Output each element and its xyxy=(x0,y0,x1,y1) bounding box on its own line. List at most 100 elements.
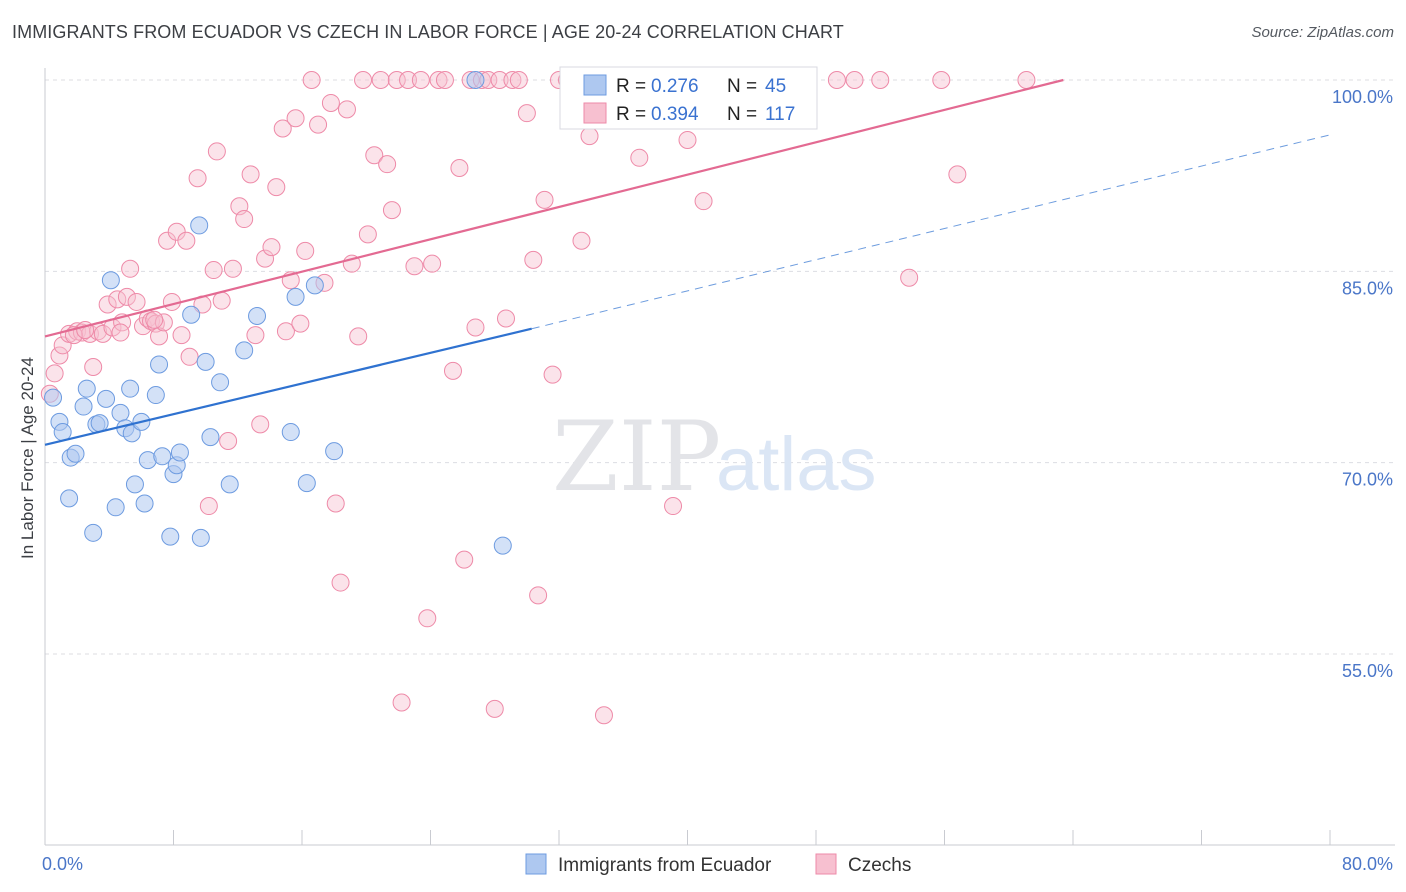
ecuador-point xyxy=(191,528,210,547)
ecuador-point xyxy=(60,489,79,508)
czech-point xyxy=(150,327,169,346)
ecuador-trend-extension xyxy=(531,134,1331,330)
czech-point xyxy=(321,93,340,112)
czech-point xyxy=(172,326,191,345)
ecuador-point xyxy=(150,355,169,374)
ecuador-trend-line xyxy=(44,327,532,446)
legend-ecuador-swatch xyxy=(525,853,547,875)
czech-point xyxy=(466,318,485,337)
czech-point xyxy=(98,295,117,314)
czech-point xyxy=(127,292,146,311)
czech-point xyxy=(337,100,356,119)
czech-point xyxy=(241,165,260,184)
czech-point xyxy=(309,115,328,134)
czech-point xyxy=(392,693,411,712)
axes: 55.0% 70.0% 85.0% 100.0% 0.0% 80.0% xyxy=(42,68,1395,874)
czech-point xyxy=(331,573,350,592)
ecuador-point xyxy=(106,498,125,517)
czech-point xyxy=(180,347,199,366)
stats-legend: R = 0.276 N = 45 R = 0.394 N = 117 xyxy=(559,66,818,130)
czech-point xyxy=(251,415,270,434)
czech-point xyxy=(594,706,613,725)
watermark-zip: ZIP xyxy=(552,401,721,513)
czech-point xyxy=(50,346,69,365)
czech-point xyxy=(900,268,919,287)
czech-point xyxy=(871,71,890,89)
czech-point xyxy=(219,431,238,450)
czech-point xyxy=(354,71,373,89)
czech-point xyxy=(246,326,265,345)
czech-point xyxy=(450,159,469,178)
watermark: ZIP atlas xyxy=(552,401,877,513)
czech-point xyxy=(199,497,218,516)
ecuador-point xyxy=(146,386,165,405)
czech-point xyxy=(405,257,424,276)
czech-point xyxy=(223,259,242,278)
ecuador-point xyxy=(44,388,63,407)
czech-point xyxy=(349,327,368,346)
ecuador-point xyxy=(466,71,485,89)
czech-r-value: 0.394 xyxy=(651,104,699,125)
czech-point xyxy=(694,192,713,211)
chart-title: IMMIGRANTS FROM ECUADOR VS CZECH IN LABO… xyxy=(12,22,844,42)
y-tick-label: 100.0% xyxy=(1332,87,1393,107)
ecuador-point xyxy=(84,523,103,542)
czech-point xyxy=(543,365,562,384)
czech-trend-line xyxy=(44,78,1064,338)
czech-point xyxy=(827,71,846,89)
czech-point xyxy=(291,314,310,333)
czech-point xyxy=(117,287,136,306)
czech-point xyxy=(1017,71,1036,89)
czech-point xyxy=(84,358,103,376)
czech-point xyxy=(378,155,397,174)
czech-r-label: R = xyxy=(616,104,646,125)
czech-point xyxy=(296,241,315,260)
czech-point xyxy=(517,104,536,123)
czech-point xyxy=(276,322,295,341)
czech-point xyxy=(443,361,462,380)
czech-point xyxy=(256,249,275,268)
y-axis-label: In Labor Force | Age 20-24 xyxy=(18,357,37,559)
czech-point xyxy=(177,231,196,250)
czech-point xyxy=(302,71,321,89)
czech-point xyxy=(630,148,649,167)
czech-point xyxy=(529,586,548,605)
czech-point xyxy=(167,222,186,241)
czech-point xyxy=(496,309,515,328)
ecuador-point xyxy=(53,423,72,442)
czech-point xyxy=(207,142,226,161)
ecuador-point xyxy=(248,306,267,325)
czech-point xyxy=(45,364,64,383)
x-tick-label: 80.0% xyxy=(1342,854,1393,874)
czech-point xyxy=(580,127,599,146)
czech-point xyxy=(235,210,254,229)
czech-point xyxy=(262,238,281,257)
czech-point xyxy=(423,254,442,273)
ecuador-point xyxy=(74,397,93,416)
czech-point xyxy=(411,71,430,89)
czech-point xyxy=(429,71,448,89)
czech-point xyxy=(535,190,554,209)
ecuador-point xyxy=(77,379,96,398)
czech-point xyxy=(845,71,864,89)
ecuador-point xyxy=(211,373,230,392)
czech-point xyxy=(93,324,112,343)
ecuador-point xyxy=(161,527,180,546)
czech-n-label: N = xyxy=(727,104,757,125)
ecuador-r-label: R = xyxy=(616,76,646,97)
trend-lines xyxy=(44,78,1331,446)
source-label: Source: ZipAtlas.com xyxy=(1251,24,1394,41)
czech-point xyxy=(267,178,286,197)
ecuador-n-label: N = xyxy=(727,76,757,97)
czech-point xyxy=(455,550,474,569)
ecuador-point xyxy=(101,271,120,290)
czech-point xyxy=(524,250,543,269)
czech-point xyxy=(145,310,164,329)
ecuador-point xyxy=(297,474,316,493)
czech-point xyxy=(418,609,437,628)
ecuador-swatch xyxy=(583,74,607,96)
ecuador-point xyxy=(305,276,324,295)
x-tick-label: 0.0% xyxy=(42,854,83,874)
czech-point xyxy=(212,291,231,310)
